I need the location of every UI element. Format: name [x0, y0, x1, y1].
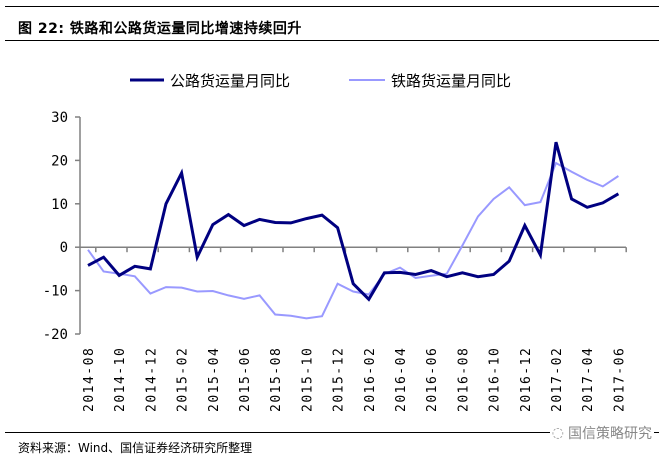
x-tick-label: 2015-02: [176, 347, 191, 412]
footer-rule: [5, 432, 659, 433]
top-rule: [5, 6, 659, 7]
y-tick-label: 10: [51, 197, 68, 213]
x-tick-label: 2015-12: [332, 347, 347, 412]
x-tick-label: 2016-10: [488, 347, 503, 412]
x-tick-label: 2014-12: [144, 347, 159, 412]
x-tick-label: 2015-06: [238, 347, 253, 412]
x-tick-label: 2015-10: [300, 347, 315, 412]
x-tick-label: 2016-08: [456, 347, 471, 412]
y-tick-label: 20: [51, 153, 68, 169]
x-tick-label: 2014-08: [82, 347, 97, 412]
x-tick-label: 2015-08: [269, 347, 284, 412]
source-note: 资料来源：Wind、国信证券经济研究所整理: [18, 441, 253, 455]
x-tick-label: 2016-04: [394, 347, 409, 412]
x-tick-label: 2014-10: [113, 347, 128, 412]
y-tick-label: -20: [43, 327, 68, 343]
y-tick-label: 30: [51, 110, 68, 126]
x-tick-label: 2016-06: [425, 347, 440, 412]
wechat-icon: ◌: [551, 425, 564, 441]
legend-label-rail: 铁路货运量月同比: [391, 72, 511, 90]
watermark-logo: ◌ 国信策略研究: [549, 423, 654, 443]
x-tick-label: 2017-06: [612, 347, 627, 412]
x-tick-label: 2016-12: [519, 347, 534, 412]
legend-label-road: 公路货运量月同比: [170, 72, 290, 90]
legend: 公路货运量月同比 铁路货运量月同比: [130, 72, 511, 90]
y-tick-label: 0: [60, 240, 68, 256]
series-line-road: [87, 141, 620, 302]
x-tick-label: 2017-02: [550, 347, 565, 412]
y-tick-label: -10: [43, 284, 68, 300]
figure-title: 图 22: 铁路和公路货运量同比增速持续回升: [18, 21, 302, 37]
x-tick-label: 2015-04: [207, 347, 222, 412]
title-rule: [5, 40, 659, 41]
series-line-rail: [87, 161, 619, 320]
logo-text: 国信策略研究: [568, 426, 652, 442]
x-tick-label: 2016-02: [363, 347, 378, 412]
x-tick-label: 2017-04: [581, 347, 596, 412]
